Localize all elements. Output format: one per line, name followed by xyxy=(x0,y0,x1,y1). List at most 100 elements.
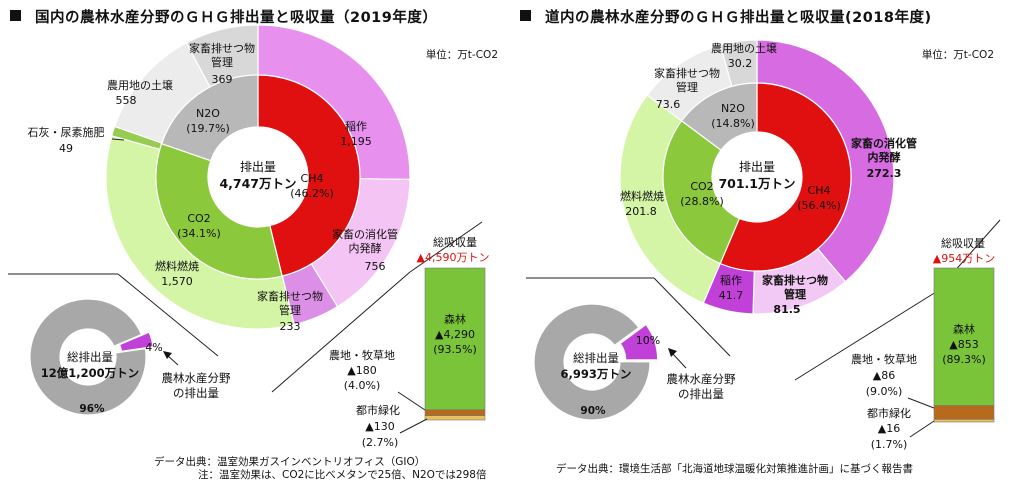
inner-label-n2o: N2O xyxy=(721,102,745,115)
left-unit-label: 単位：万t-CO2 xyxy=(426,48,498,61)
inner-pct-ch4: (46.2%) xyxy=(290,187,334,200)
outer-label-manure-n2o: 家畜排せつ物 xyxy=(189,41,255,55)
share-center-total: 6,993万トン xyxy=(561,367,632,381)
outer-label-soil: 農用地の土壌 xyxy=(711,41,777,55)
absorption-frame-line xyxy=(409,221,483,273)
share-caption: 農林水産分野 xyxy=(162,371,231,385)
square-bullet-icon xyxy=(520,10,531,21)
farmland-pct: (9.0%) xyxy=(866,385,903,398)
absorption-bar-2 xyxy=(933,405,995,420)
arrow-head-icon xyxy=(163,351,172,359)
share-donut-hole xyxy=(60,329,116,385)
outer-label-fuel: 燃料燃焼 xyxy=(620,189,664,203)
inner-label-n2o: N2O xyxy=(196,107,220,120)
outer-value-enteric: 272.3 xyxy=(867,167,902,180)
urban-leader-line xyxy=(909,420,935,438)
agri-share-slice xyxy=(118,331,154,353)
farmland-label: 農地・牧草地 xyxy=(329,348,395,362)
lime-leader-line xyxy=(111,138,125,141)
outer-value-soil: 558 xyxy=(116,94,137,107)
share-donut-hole xyxy=(564,334,620,390)
share-caption: の排出量 xyxy=(678,387,724,401)
absorption-title: 総吸収量 xyxy=(941,236,985,250)
inner-pct-n2o: (14.8%) xyxy=(711,117,755,130)
farmland-value: ▲180 xyxy=(347,364,376,377)
inner-label-co2: CO2 xyxy=(690,180,713,193)
absorption-bar-1 xyxy=(424,267,486,411)
forest-value: ▲4,290 xyxy=(435,328,475,341)
share-caption: の排出量 xyxy=(173,386,219,400)
outer-label-rice: 稲作 xyxy=(345,120,367,133)
absorption-title: 総吸収量 xyxy=(433,235,477,249)
absorption-total: ▲4,590万トン xyxy=(417,251,490,264)
outer-label-manure-ch4: 管理 xyxy=(279,303,301,317)
outer-value-manure-ch4: 81.5 xyxy=(773,303,800,316)
outer-label-manure-ch4: 家畜排せつ物 xyxy=(762,273,828,287)
center-label: 排出量 xyxy=(240,160,276,174)
inner-pct-ch4: (56.4%) xyxy=(797,199,841,212)
farmland-value: ▲86 xyxy=(873,369,895,382)
inner-pct-n2o: (19.7%) xyxy=(186,122,230,135)
center-total: 4,747万トン xyxy=(219,176,296,191)
left-footnote: 注：温室効果は、CO2に比べメタンで25倍、N2Oでは298倍 xyxy=(198,469,487,481)
outer-label-manure-n2o: 管理 xyxy=(211,55,233,69)
absorption-bar-3 xyxy=(933,419,995,423)
inner-label-co2: CO2 xyxy=(187,212,210,225)
outer-label-lime: 石灰・尿素施肥 xyxy=(28,125,105,139)
urban-leader-line xyxy=(399,418,428,434)
agri-share-slice xyxy=(619,323,659,361)
urban-value: ▲130 xyxy=(365,420,394,433)
arrow-head-icon xyxy=(668,348,677,357)
outer-label-enteric: 内発酵 xyxy=(349,241,382,255)
left-frame-line xyxy=(117,273,219,357)
absorption-total: ▲954万トン xyxy=(933,252,995,265)
share-pct-label: 10% xyxy=(636,334,660,347)
outer-label-manure-ch4: 管理 xyxy=(784,287,806,301)
left-title-text: 国内の農林水産分野のＧＨＧ排出量と吸収量（2019年度） xyxy=(35,10,438,26)
urban-value: ▲16 xyxy=(878,422,900,435)
donut-hole xyxy=(712,132,802,222)
farmland-label: 農地・牧草地 xyxy=(851,352,917,366)
outer-label-manure-n2o: 管理 xyxy=(676,80,698,94)
center-label: 排出量 xyxy=(739,160,775,174)
left-source-note: データ出典：温室効果ガスインベントリオフィス（GIO） xyxy=(154,456,426,468)
farmland-pct: (4.0%) xyxy=(344,379,381,392)
urban-label: 都市緑化 xyxy=(867,406,911,420)
rest-pct-label: 90% xyxy=(580,405,606,417)
share-center-total: 12億1,200万トン xyxy=(41,366,139,380)
urban-label: 都市緑化 xyxy=(356,403,400,417)
urban-pct: (2.7%) xyxy=(362,436,399,449)
outer-value-manure-n2o: 73.6 xyxy=(656,98,681,111)
outer-value-soil: 30.2 xyxy=(728,57,753,70)
center-total: 701.1万トン xyxy=(718,176,795,191)
outer-value-fuel: 201.8 xyxy=(625,205,657,218)
share-caption: 農林水産分野 xyxy=(667,372,736,386)
outer-value-manure-ch4: 233 xyxy=(280,320,301,333)
absorption-frame-line xyxy=(794,291,937,381)
outer-label-rice: 稲作 xyxy=(720,274,742,287)
right-frame-line xyxy=(653,277,731,357)
donut-hole xyxy=(208,127,308,227)
caption-arrow-line xyxy=(671,352,687,369)
outer-value-rice: 41.7 xyxy=(719,289,744,302)
absorption-bar-3 xyxy=(424,415,486,421)
right-unit-label: 単位：万t-CO2 xyxy=(922,48,994,61)
inner-pct-co2: (34.1%) xyxy=(177,227,221,240)
right-title-text: 道内の農林水産分野のＧＨＧ排出量と吸収量(2018年度) xyxy=(545,10,932,26)
inner-label-ch4: CH4 xyxy=(808,184,831,197)
rest-pct-label: 96% xyxy=(79,403,105,415)
share-center-label: 総排出量 xyxy=(573,351,619,365)
outer-label-enteric: 家畜の消化管 xyxy=(851,136,917,150)
farmland-leader-line xyxy=(907,397,935,409)
square-bullet-icon xyxy=(10,10,21,21)
urban-pct: (1.7%) xyxy=(871,438,908,451)
forest-label: 森林 xyxy=(444,312,466,326)
right-chart-title: 道内の農林水産分野のＧＨＧ排出量と吸収量(2018年度) xyxy=(520,6,932,27)
absorption-bar-2 xyxy=(424,409,486,417)
outer-label-manure-ch4: 家畜排せつ物 xyxy=(257,289,323,303)
left-chart-title: 国内の農林水産分野のＧＨＧ排出量と吸収量（2019年度） xyxy=(10,6,437,27)
outer-label-fuel: 燃料燃焼 xyxy=(155,259,199,273)
outer-value-enteric: 756 xyxy=(365,260,386,273)
forest-value: ▲853 xyxy=(949,338,978,351)
